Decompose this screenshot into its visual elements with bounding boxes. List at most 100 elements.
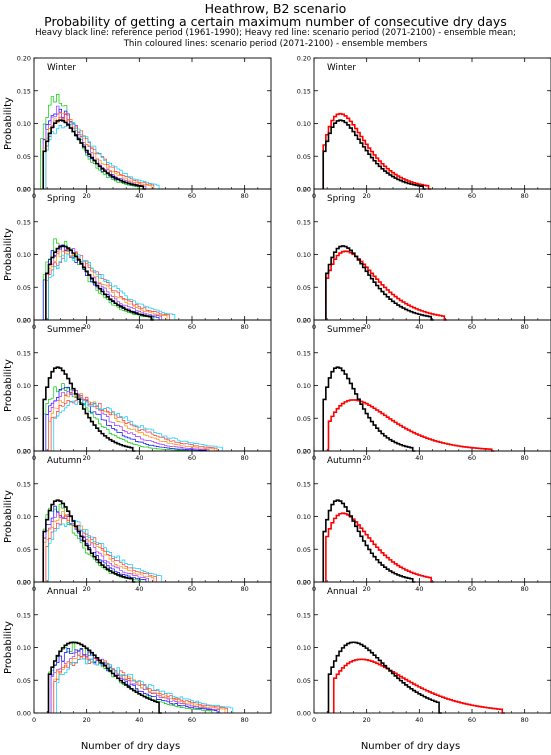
y-axis-label: Probability [3,97,14,150]
member-series-3 [42,105,149,190]
chart-subtitle: Probability of getting a certain maximum… [44,14,507,29]
x-tick-label: 20 [363,192,371,200]
y-tick-label: 0.15 [17,349,31,357]
y-tick-label: 0.05 [17,284,31,292]
y-tick-label: 0.05 [297,677,311,685]
y-tick-label: 0.10 [297,251,311,259]
axis-ticks: 0.000.050.100.150.200 20 40 60 80 [17,55,271,200]
x-axis-label: Number of dry days [361,741,460,752]
season-label: Autumn [47,456,82,466]
x-tick-label: 40 [135,585,143,593]
member-series-5 [45,113,157,190]
reference-series [42,366,136,452]
y-tick-label: 0.10 [297,513,311,521]
reference-series [325,245,434,321]
x-tick-label: 40 [415,454,423,462]
x-tick-label: 60 [468,192,476,200]
y-tick-label: 0.00 [17,710,31,718]
plot-frame [313,581,551,714]
reference-series [327,641,442,714]
season-label: Summer [47,325,85,335]
x-tick-label: 40 [135,454,143,462]
y-tick-label: 0.20 [17,186,31,194]
y-tick-label: 0.15 [17,480,31,488]
axis-ticks: 0.000.050.100.150.200 20 40 60 80 [297,579,551,724]
axis-ticks: 0.000.050.100.150.200 20 40 60 80 [297,55,551,200]
y-tick-label: 0.00 [297,579,311,587]
plot-frame [313,319,551,452]
y-tick-label: 0.05 [297,284,311,292]
x-tick-label: 20 [363,454,371,462]
reference-series [42,499,136,583]
y-tick-label: 0.10 [17,382,31,390]
reference-series [42,119,146,190]
y-tick-label: 0.10 [17,251,31,259]
x-tick-label: 80 [241,323,249,331]
panel-annual-members: 0.00 0.05 0.10 0.15 0.20 0 20 40 60 80 Annual Proba… [3,579,272,724]
x-tick-label: 60 [188,716,196,724]
member-series-4 [48,393,218,452]
member-series-6 [45,122,162,190]
x-tick-label: 60 [468,323,476,331]
x-tick-label: 40 [415,323,423,331]
x-tick-label: 40 [135,323,143,331]
y-tick-label: 0.15 [297,349,311,357]
member-series-6 [56,658,236,714]
y-tick-label: 0.00 [297,186,311,194]
x-tick-label: 20 [83,716,91,724]
member-series-1 [42,238,157,321]
x-tick-label: 40 [135,192,143,200]
legend-line-2: Thin coloured lines: scenario period (20… [123,39,428,49]
y-tick-label: 0.00 [297,317,311,325]
y-tick-label: 0.05 [297,415,311,423]
y-tick-label: 0.15 [297,218,311,226]
x-tick-label: 80 [521,192,529,200]
member-series-6 [48,519,165,583]
y-tick-label: 0.20 [297,579,311,587]
y-axis-label: Probability [3,228,14,281]
y-tick-label: 0.10 [297,644,311,652]
y-tick-label: 0.05 [17,153,31,161]
x-tick-label: 60 [468,585,476,593]
x-tick-label: 80 [241,585,249,593]
y-tick-label: 0.10 [17,120,31,128]
x-tick-label: 40 [135,716,143,724]
x-tick-label: 40 [415,716,423,724]
plot-frame [313,57,551,190]
y-tick-label: 0.20 [297,448,311,456]
member-series-5 [48,249,173,321]
reference-series [322,119,426,190]
y-tick-label: 0.15 [17,611,31,619]
y-tick-label: 0.05 [17,415,31,423]
y-tick-label: 0.05 [297,546,311,554]
x-tick-label: 40 [415,585,423,593]
x-tick-label: 80 [521,323,529,331]
y-tick-label: 0.05 [297,153,311,161]
member-series-5 [53,655,231,714]
axis-ticks: 0.000.050.100.150.200 20 40 60 80 [297,186,551,331]
y-tick-label: 0.00 [297,448,311,456]
x-axis-label: Number of dry days [81,741,180,752]
axis-ticks: 0.000.050.100.150.200 20 40 60 80 [297,448,551,593]
panel-autumn-members: 0.000.050.100.150.200 20 40 60 80AutumnProba… [3,448,272,593]
season-label: Winter [327,63,356,73]
x-tick-label: 80 [521,585,529,593]
member-series-6 [53,398,225,452]
x-tick-label: 20 [363,323,371,331]
season-label: Annual [327,587,358,597]
y-axis-label: Probability [3,359,14,412]
x-tick-label: 80 [241,454,249,462]
axis-ticks: 0.000.050.100.150.200 20 40 60 80 [297,317,551,462]
season-label: Autumn [327,456,362,466]
x-tick-label: 80 [241,716,249,724]
member-series-2 [50,648,220,714]
axis-ticks: 0.000.050.100.150.200 20 40 60 80 [17,579,271,724]
x-tick-label: 20 [83,323,91,331]
member-series-2 [42,505,149,583]
y-tick-label: 0.15 [297,480,311,488]
y-tick-label: 0.20 [17,55,31,63]
y-axis-label: Probability [3,490,14,543]
